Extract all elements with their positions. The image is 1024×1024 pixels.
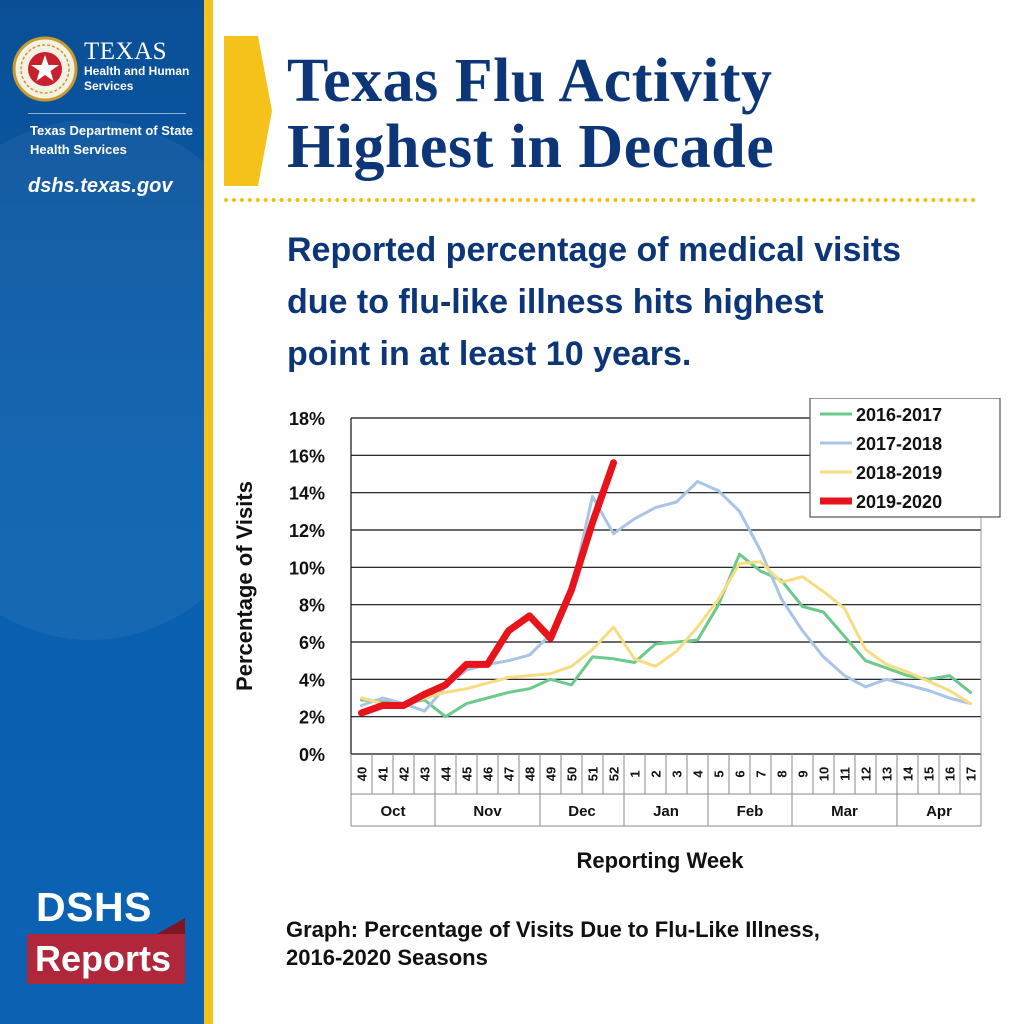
y-tick-label: 16% xyxy=(289,446,325,466)
x-tick-label: 12 xyxy=(859,767,874,781)
page-title-line1: Texas Flu Activity xyxy=(287,47,773,115)
x-tick-label: 15 xyxy=(922,767,937,781)
page-subtitle: Reported percentage of medical visits du… xyxy=(287,224,987,380)
x-tick-label: 5 xyxy=(712,770,727,777)
chart-caption: Graph: Percentage of Visits Due to Flu-L… xyxy=(286,916,986,972)
x-tick-label: 6 xyxy=(733,770,748,777)
x-tick-label: 9 xyxy=(796,770,811,777)
y-tick-label: 10% xyxy=(289,558,325,578)
x-tick-label: 45 xyxy=(460,767,475,781)
y-axis-ticks: 0% 2% 4% 6% 8% 10% 12% 14% 16% 18% xyxy=(289,409,325,765)
month-label: Nov xyxy=(473,803,502,820)
x-tick-label: 11 xyxy=(838,767,853,781)
x-tick-label: 42 xyxy=(397,767,412,781)
page-title-line2: Highest in Decade xyxy=(287,113,775,181)
x-tick-label: 8 xyxy=(775,770,790,777)
y-axis-label: Percentage of Visits xyxy=(232,481,257,691)
agency-name-line1: Health and Human xyxy=(84,64,190,78)
page-subtitle-line1: Reported percentage of medical visits xyxy=(287,231,902,269)
dshs-logo-text: DSHS xyxy=(36,884,152,930)
legend-entry: 2017-2018 xyxy=(856,434,942,454)
x-tick-label: 10 xyxy=(817,767,832,781)
series-line-2018-2019 xyxy=(360,560,972,707)
x-axis-label: Reporting Week xyxy=(576,848,744,873)
x-tick-label: 40 xyxy=(355,767,370,781)
y-tick-label: 18% xyxy=(289,409,325,429)
x-tick-label: 16 xyxy=(943,767,958,781)
x-axis-ticks: 40 41 42 43 44 45 46 47 48 49 50 51 52 1 2 3 4 5 6 7 8 9 10 11 1… xyxy=(350,754,982,827)
chart-caption-line1: Graph: Percentage of Visits Due to Flu-L… xyxy=(286,917,820,942)
x-tick-label: 13 xyxy=(880,767,895,781)
x-tick-label: 46 xyxy=(481,767,496,781)
dshs-reports-logo: DSHS Reports xyxy=(27,882,187,992)
series-line-2019-2020 xyxy=(358,459,617,717)
x-tick-label: 52 xyxy=(607,767,622,781)
y-tick-label: 14% xyxy=(289,484,325,504)
flu-activity-chart: 0%2%4%6%8%10%12%14%16%18% 40 41 42 43 44 45 46… xyxy=(232,398,1001,873)
series-line-2016-2017 xyxy=(360,552,972,719)
month-label: Mar xyxy=(831,803,858,820)
legend-entry: 2016-2017 xyxy=(856,405,942,425)
y-tick-label: 2% xyxy=(299,708,325,728)
x-tick-label: 4 xyxy=(691,770,706,778)
agency-name-line2: Services xyxy=(84,79,134,93)
legend-box xyxy=(809,398,1001,518)
x-tick-label: 47 xyxy=(502,767,517,781)
x-tick-label: 1 xyxy=(628,770,643,777)
x-tick-label: 17 xyxy=(964,767,979,781)
x-tick-label: 41 xyxy=(376,767,391,781)
page-title: Texas Flu Activity Highest in Decade xyxy=(287,48,774,180)
page-subtitle-line3: point in at least 10 years. xyxy=(287,335,692,373)
chart-legend: 2016-2017 2017-2018 2018-2019 2019-2020 xyxy=(809,398,1001,518)
x-tick-label: 50 xyxy=(565,767,580,781)
x-tick-label: 49 xyxy=(544,767,559,781)
agency-name-texas: TEXAS xyxy=(84,38,168,65)
x-tick-label: 44 xyxy=(439,766,454,781)
x-tick-label: 3 xyxy=(670,770,685,777)
x-tick-label: 7 xyxy=(754,770,769,777)
reports-box-fold xyxy=(157,918,185,934)
x-tick-label: 51 xyxy=(586,767,601,781)
page-subtitle-line2: due to flu-like illness hits highest xyxy=(287,283,824,321)
sidebar-divider xyxy=(28,113,186,114)
reports-box xyxy=(27,934,185,984)
reports-logo-text: Reports xyxy=(35,938,172,979)
title-arrow-icon xyxy=(224,36,272,186)
agency-name: TEXAS Health and Human Services xyxy=(84,38,190,94)
x-tick-label: 48 xyxy=(523,767,538,781)
y-tick-label: 8% xyxy=(299,596,325,616)
x-axis-months: Oct Nov Dec Jan Feb Mar Apr xyxy=(350,794,982,826)
texas-star-seal-icon xyxy=(12,36,78,102)
series-line-2017-2018 xyxy=(360,480,972,713)
department-name: Texas Department of State Health Service… xyxy=(30,121,200,159)
y-tick-label: 6% xyxy=(299,633,325,653)
website-link[interactable]: dshs.texas.gov xyxy=(28,175,173,197)
month-label: Feb xyxy=(737,803,764,820)
y-tick-label: 4% xyxy=(299,670,325,690)
chart-caption-line2: 2016-2020 Seasons xyxy=(286,945,488,970)
sidebar-accent-stripe xyxy=(204,0,213,1024)
legend-entry: 2018-2019 xyxy=(856,463,942,483)
department-name-line1: Texas Department of State xyxy=(30,123,194,138)
y-tick-label: 12% xyxy=(289,521,325,541)
x-tick-label: 2 xyxy=(649,770,664,777)
chart-series xyxy=(358,459,972,719)
month-label: Apr xyxy=(926,803,952,820)
month-label: Oct xyxy=(380,803,405,820)
dotted-divider xyxy=(224,198,976,202)
legend-entry: 2019-2020 xyxy=(856,492,942,512)
month-label: Dec xyxy=(568,803,596,820)
x-tick-label: 43 xyxy=(418,767,433,781)
sidebar: TEXAS Health and Human Services Texas De… xyxy=(0,0,204,1024)
department-name-line2: Health Services xyxy=(30,142,127,157)
x-tick-label: 14 xyxy=(901,766,916,781)
month-label: Jan xyxy=(653,803,679,820)
y-tick-label: 0% xyxy=(299,745,325,765)
sidebar-background-sheen xyxy=(0,120,204,640)
